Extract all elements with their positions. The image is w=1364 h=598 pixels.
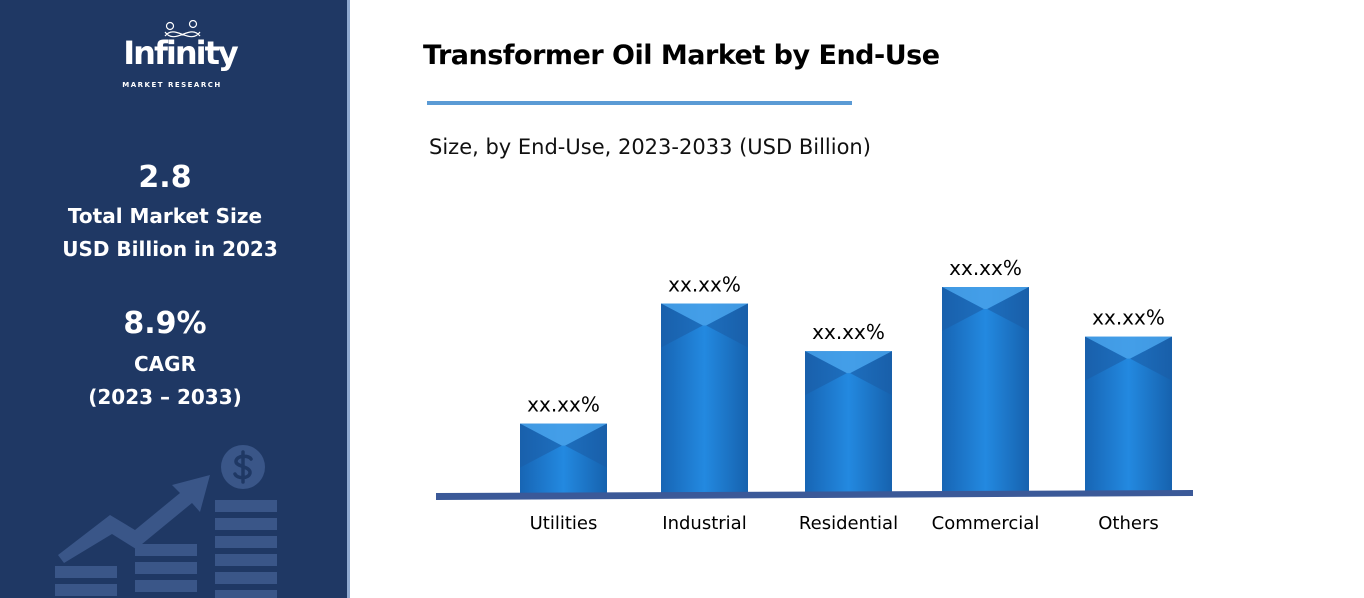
cagr-period: (2023 – 2033) [88,385,242,409]
bar-bevel [1085,336,1127,381]
x-tick-label: Residential [799,513,898,534]
bar-bevel [1085,336,1172,359]
data-label: xx.xx% [949,256,1022,280]
bar-bevel [520,423,607,446]
bar-bevel [805,351,892,374]
chart-subtitle: Size, by End-Use, 2023-2033 (USD Billion… [429,135,871,159]
market-size-value: 2.8 [138,160,192,195]
bar-bevel [942,287,1029,309]
data-label: xx.xx% [668,273,741,297]
chart-title: Transformer Oil Market by End-Use [423,40,940,71]
logo-text: Infinity [123,34,239,72]
dollar-sign-icon [233,450,253,484]
bar-bevel [1130,336,1172,381]
x-tick-label: Industrial [662,513,746,534]
market-size-unit: USD Billion in 2023 [62,237,278,261]
growth-chart-dollar-icon [55,445,277,598]
infinity-logo: Infinity MARKET RESEARCH [122,20,241,89]
bar-bevel [565,423,607,468]
data-label: xx.xx% [527,393,600,417]
logo-subtext: MARKET RESEARCH [122,81,222,89]
bar-bevel [942,287,984,331]
bar-bevel [661,303,703,348]
x-tick-label: Others [1098,513,1159,534]
x-tick-label: Commercial [932,513,1040,534]
title-underline [427,101,852,105]
x-tick-label: Utilities [530,513,598,534]
cagr-label: CAGR [134,352,196,376]
bar-bevel [520,423,562,468]
bar-bevel [661,303,748,326]
bar-bevel [987,287,1029,331]
bar-bevel [805,351,847,396]
bar-bevel [850,351,892,396]
market-size-label: Total Market Size [67,204,263,228]
data-label: xx.xx% [812,320,885,344]
cagr-value: 8.9% [123,306,207,341]
chart-baseline [436,490,1193,500]
data-label: xx.xx% [1092,306,1165,330]
bar-bevel [706,303,748,348]
sidebar: Infinity MARKET RESEARCH 2.8 Total Marke… [0,0,350,598]
